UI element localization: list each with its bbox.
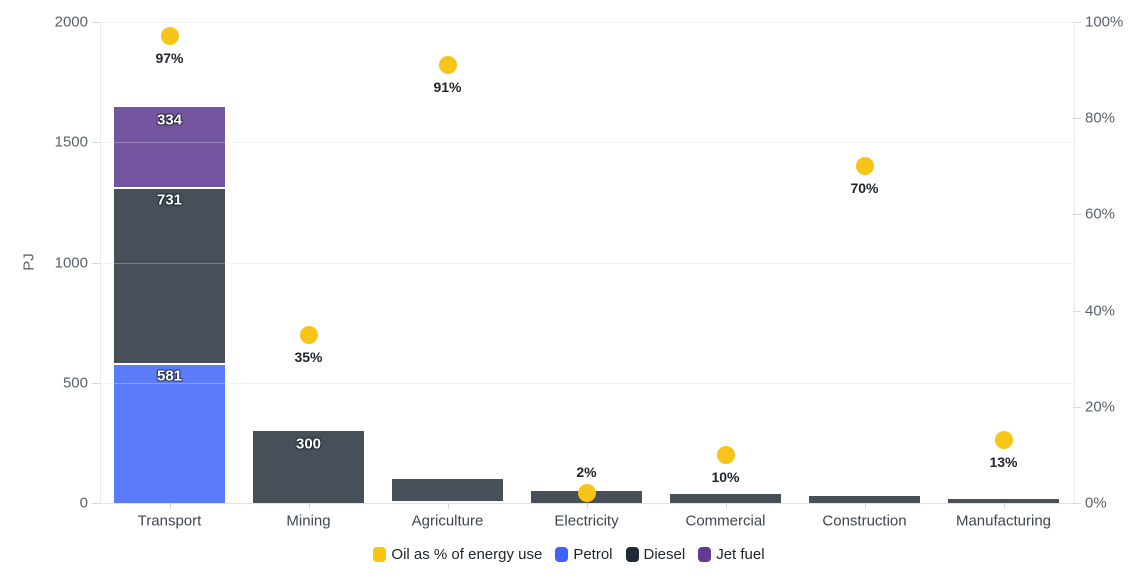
legend-swatch-diesel <box>625 547 639 562</box>
percent-axis-tick-label: 40% <box>1085 302 1116 320</box>
x-axis-tick <box>725 503 727 509</box>
gridline-overlay-2000 <box>100 22 1073 23</box>
gridline-500 <box>100 382 1073 384</box>
x-axis-label-mining: Mining <box>286 512 331 530</box>
y-axis-tick <box>92 503 100 504</box>
bar-value-label-jet-fuel-transport: 334 <box>156 111 183 129</box>
bar-segment-diesel-mining[interactable] <box>253 430 364 503</box>
bar-segment-diesel-commercial[interactable] <box>670 493 781 503</box>
bar-value-label-diesel-transport: 731 <box>156 191 183 209</box>
y-axis-tick <box>92 22 100 23</box>
gridline-1000 <box>100 262 1073 264</box>
legend-swatch-jet-fuel <box>698 547 712 562</box>
legend-label-petrol: Petrol <box>573 546 613 563</box>
percent-axis-tick <box>1073 22 1081 23</box>
y-axis-tick-label: 0 <box>79 494 88 512</box>
percent-dot-electricity[interactable] <box>577 484 596 503</box>
x-axis-tick <box>586 503 588 509</box>
legend-label-jet-fuel: Jet fuel <box>716 546 765 563</box>
legend-label-oil-as-of-energy-use: Oil as % of energy use <box>391 546 543 563</box>
percent-axis-tick <box>1073 503 1081 504</box>
percent-axis-tick-label: 0% <box>1085 494 1107 512</box>
legend-swatch-petrol <box>555 547 569 562</box>
legend-label-diesel: Diesel <box>643 546 686 563</box>
percent-axis-tick-label: 80% <box>1085 109 1116 127</box>
legend: Oil as % of energy use Petrol Diesel Jet fu… <box>0 546 1138 563</box>
percent-label-construction: 70% <box>850 180 879 197</box>
percent-label-electricity: 2% <box>576 464 597 481</box>
x-axis-tick <box>169 503 171 509</box>
bar-segment-diesel-agriculture[interactable] <box>392 478 503 502</box>
percent-dot-transport[interactable] <box>160 27 179 46</box>
gridline-1500 <box>100 142 1073 144</box>
gridline-overlay-1500 <box>100 142 1073 144</box>
x-axis-label-transport: Transport <box>137 512 202 530</box>
x-axis-tick <box>447 503 449 509</box>
percent-axis-tick-label: 100% <box>1085 13 1124 31</box>
bar-segment-diesel-construction[interactable] <box>809 495 920 503</box>
percent-axis-tick <box>1073 118 1081 120</box>
y-axis-tick-label: 500 <box>62 374 88 392</box>
bar-value-label-diesel-mining: 300 <box>295 435 322 453</box>
x-axis-label-agriculture: Agriculture <box>411 512 484 530</box>
percent-axis-tick-label: 20% <box>1085 398 1116 416</box>
x-axis-tick <box>1003 503 1005 509</box>
percent-label-commercial: 10% <box>711 468 740 485</box>
y-axis-tick-label: 2000 <box>54 13 88 31</box>
legend-item-jet-fuel[interactable]: Jet fuel <box>698 546 765 563</box>
bar-segment-jet-fuel-transport[interactable] <box>114 107 225 188</box>
percent-dot-mining[interactable] <box>299 325 318 344</box>
percent-axis-tick-label: 60% <box>1085 205 1116 223</box>
y-axis-tick-label: 1500 <box>54 133 88 151</box>
x-axis-label-construction: Construction <box>822 512 907 530</box>
x-axis-label-commercial: Commercial <box>685 512 766 530</box>
legend-swatch-oil-as-of-energy-use <box>373 547 387 562</box>
y-axis-tick <box>92 262 100 264</box>
legend-item-diesel[interactable]: Diesel <box>625 546 686 563</box>
bar-segment-petrol-transport[interactable] <box>114 363 225 503</box>
percent-dot-commercial[interactable] <box>716 445 735 464</box>
x-axis-label-electricity: Electricity <box>554 512 619 530</box>
gridline-2000 <box>100 22 1073 23</box>
bar-segment-petrol-agriculture[interactable] <box>392 501 503 504</box>
x-axis-tick <box>308 503 310 509</box>
percent-dot-manufacturing[interactable] <box>994 431 1013 450</box>
percent-dot-agriculture[interactable] <box>438 56 457 75</box>
bar-value-label-petrol-transport: 581 <box>156 367 183 385</box>
percent-label-agriculture: 91% <box>433 79 462 96</box>
gridline-overlay-1000 <box>100 262 1073 264</box>
percent-dot-construction[interactable] <box>855 157 874 176</box>
gridline-overlay-500 <box>100 382 1073 384</box>
percent-axis-tick <box>1073 406 1081 408</box>
legend-item-oil-as-of-energy-use[interactable]: Oil as % of energy use <box>373 546 542 563</box>
percent-label-transport: 97% <box>155 50 184 67</box>
x-axis-label-manufacturing: Manufacturing <box>955 512 1052 530</box>
percent-axis-tick <box>1073 310 1081 312</box>
legend-item-petrol[interactable]: Petrol <box>555 546 613 563</box>
bar-segment-diesel-manufacturing[interactable] <box>948 498 1059 503</box>
y-axis-tick <box>92 142 100 144</box>
percent-label-manufacturing: 13% <box>989 454 1018 471</box>
percent-label-mining: 35% <box>294 348 323 365</box>
percent-axis-tick <box>1073 214 1081 216</box>
y-axis-tick-label: 1000 <box>54 254 88 271</box>
x-axis-tick <box>864 503 866 509</box>
y-axis-tick <box>92 382 100 384</box>
bar-segment-diesel-transport[interactable] <box>114 187 225 364</box>
